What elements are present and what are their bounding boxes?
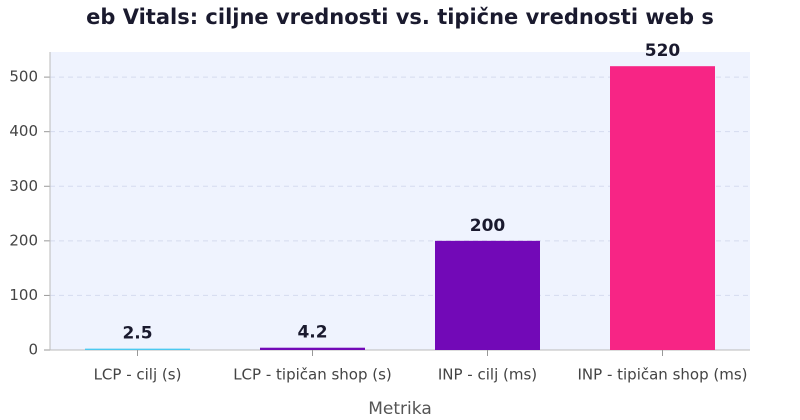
bar [610,66,715,350]
bar [435,240,540,350]
chart-title: eb Vitals: ciljne vrednosti vs. tipične … [86,5,714,29]
bar [260,347,365,350]
value-label: 4.2 [297,323,327,343]
x-tick-label: LCP - cilj (s) [94,366,182,384]
bar [85,348,190,350]
y-tick-label: 200 [9,231,38,249]
y-tick-label: 0 [28,341,38,359]
y-tick-label: 500 [9,68,38,86]
x-tick-label: INP - cilj (ms) [438,366,537,384]
y-tick-label: 400 [9,122,38,140]
y-tick-label: 300 [9,177,38,195]
x-tick-label: LCP - tipičan shop (s) [233,366,392,384]
value-label: 520 [645,41,681,61]
x-tick-label: INP - tipičan shop (ms) [577,366,747,384]
value-label: 200 [470,216,506,236]
y-tick-label: 100 [9,286,38,304]
value-label: 2.5 [122,324,152,344]
x-axis-label: Metrika [368,399,431,419]
